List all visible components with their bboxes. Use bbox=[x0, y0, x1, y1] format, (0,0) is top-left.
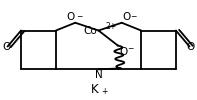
Text: O: O bbox=[120, 46, 128, 56]
Text: O: O bbox=[2, 42, 11, 52]
Text: N: N bbox=[95, 70, 102, 80]
Text: O: O bbox=[123, 12, 131, 22]
Text: −: − bbox=[127, 45, 134, 54]
Text: K: K bbox=[91, 83, 98, 96]
Text: O: O bbox=[186, 42, 195, 52]
Text: Co: Co bbox=[84, 26, 98, 36]
Text: −: − bbox=[76, 12, 83, 21]
Text: +: + bbox=[101, 87, 108, 96]
Text: O: O bbox=[66, 12, 74, 22]
Text: 2+: 2+ bbox=[105, 22, 116, 31]
Text: −: − bbox=[130, 12, 137, 21]
